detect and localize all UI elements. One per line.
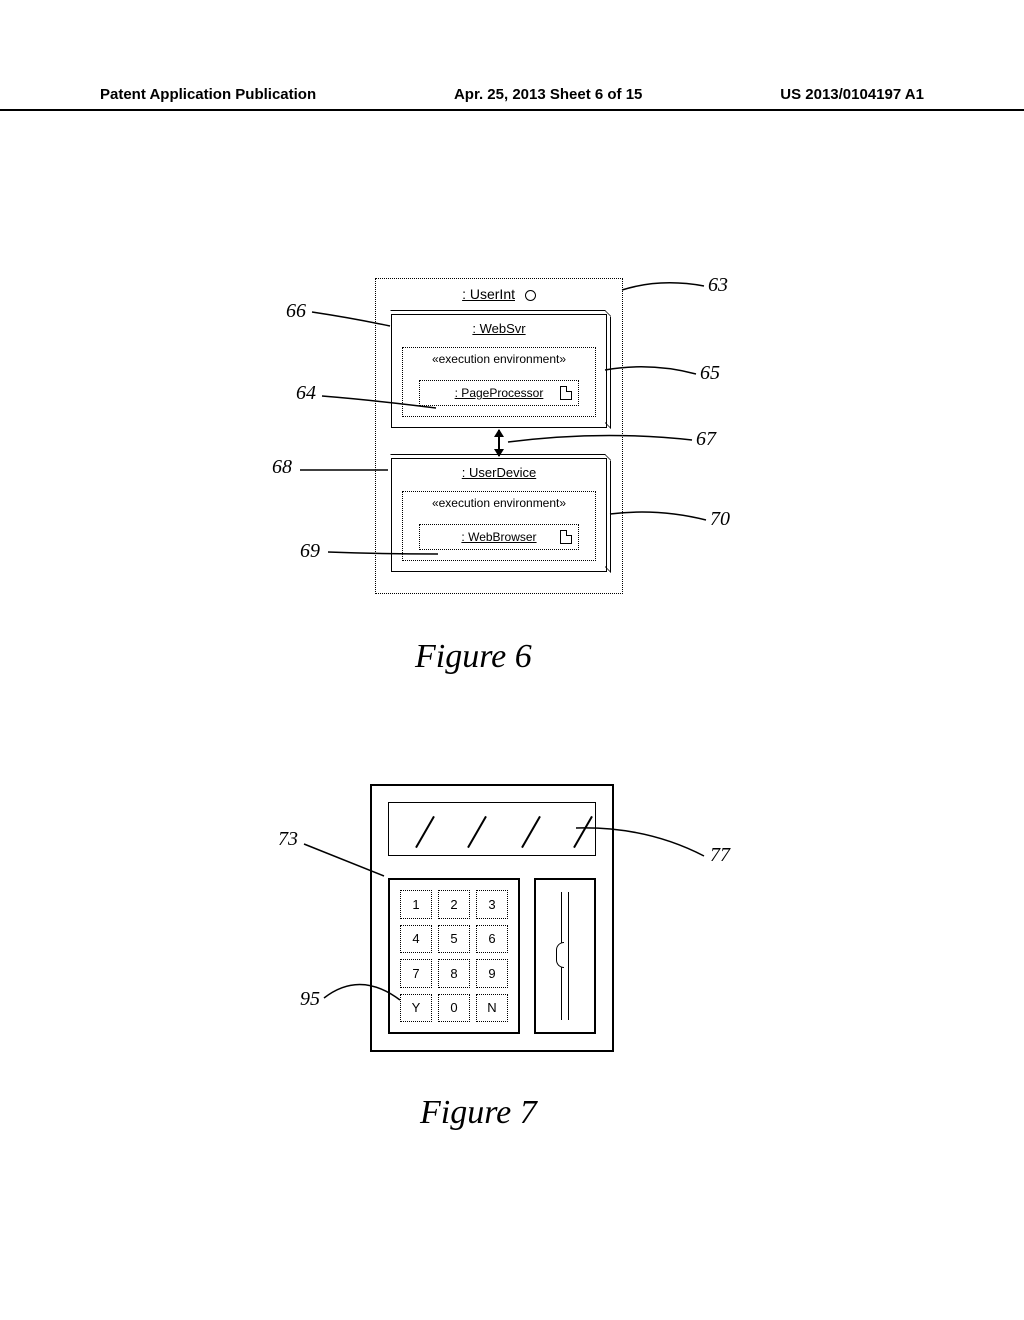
userdevice-exec-env: «execution environment» : WebBrowser xyxy=(402,491,596,561)
ref-68: 68 xyxy=(272,456,292,479)
page-header: Patent Application Publication Apr. 25, … xyxy=(0,86,1024,111)
key-8[interactable]: 8 xyxy=(438,959,470,988)
pageprocessor-artifact: : PageProcessor xyxy=(419,380,579,406)
key-yes[interactable]: Y xyxy=(400,994,432,1023)
websvr-execenv-label: «execution environment» xyxy=(403,348,595,366)
artifact-icon xyxy=(560,386,572,400)
interface-circle-icon xyxy=(525,290,536,301)
display-glare-line xyxy=(573,816,593,848)
ref-95: 95 xyxy=(300,988,320,1011)
key-7[interactable]: 7 xyxy=(400,959,432,988)
userdevice-label: : UserDevice xyxy=(392,459,606,480)
card-reader-slot[interactable] xyxy=(534,878,596,1034)
ref-69: 69 xyxy=(300,540,320,563)
figure-7-caption: Figure 7 xyxy=(420,1094,537,1132)
ref-73: 73 xyxy=(278,828,298,851)
ref-67: 67 xyxy=(696,428,716,451)
header-center: Apr. 25, 2013 Sheet 6 of 15 xyxy=(454,86,642,103)
key-no[interactable]: N xyxy=(476,994,508,1023)
key-2[interactable]: 2 xyxy=(438,890,470,919)
figure-7-terminal: 1 2 3 4 5 6 7 8 9 Y 0 N xyxy=(370,784,614,1052)
ref-63: 63 xyxy=(708,274,728,297)
key-0[interactable]: 0 xyxy=(438,994,470,1023)
key-9[interactable]: 9 xyxy=(476,959,508,988)
header-right: US 2013/0104197 A1 xyxy=(780,86,924,103)
websvr-node: : WebSvr «execution environment» : PageP… xyxy=(391,314,607,428)
header-left: Patent Application Publication xyxy=(100,86,316,103)
terminal-keypad: 1 2 3 4 5 6 7 8 9 Y 0 N xyxy=(388,878,520,1034)
userint-label-row: : UserInt xyxy=(375,286,623,302)
key-4[interactable]: 4 xyxy=(400,925,432,954)
websvr-label: : WebSvr xyxy=(392,315,606,336)
display-glare-line xyxy=(467,816,487,848)
ref-77: 77 xyxy=(710,844,730,867)
userint-label: : UserInt xyxy=(462,286,515,302)
key-1[interactable]: 1 xyxy=(400,890,432,919)
figure-6-diagram: : UserInt : WebSvr «execution environmen… xyxy=(375,278,623,594)
figure-6-caption: Figure 6 xyxy=(415,638,532,676)
terminal-display xyxy=(388,802,596,856)
pageprocessor-label: : PageProcessor xyxy=(455,386,544,400)
patent-page: Patent Application Publication Apr. 25, … xyxy=(0,0,1024,1320)
display-glare-line xyxy=(415,816,435,848)
userdevice-execenv-label: «execution environment» xyxy=(403,492,595,510)
key-6[interactable]: 6 xyxy=(476,925,508,954)
card-slot-notch xyxy=(556,942,564,968)
double-arrow-icon xyxy=(498,430,500,456)
display-glare-line xyxy=(521,816,541,848)
artifact-icon xyxy=(560,530,572,544)
websvr-exec-env: «execution environment» : PageProcessor xyxy=(402,347,596,417)
ref-65: 65 xyxy=(700,362,720,385)
ref-64: 64 xyxy=(296,382,316,405)
ref-70: 70 xyxy=(710,508,730,531)
userdevice-node: : UserDevice «execution environment» : W… xyxy=(391,458,607,572)
key-3[interactable]: 3 xyxy=(476,890,508,919)
key-5[interactable]: 5 xyxy=(438,925,470,954)
ref-66: 66 xyxy=(286,300,306,323)
webbrowser-artifact: : WebBrowser xyxy=(419,524,579,550)
webbrowser-label: : WebBrowser xyxy=(461,530,536,544)
